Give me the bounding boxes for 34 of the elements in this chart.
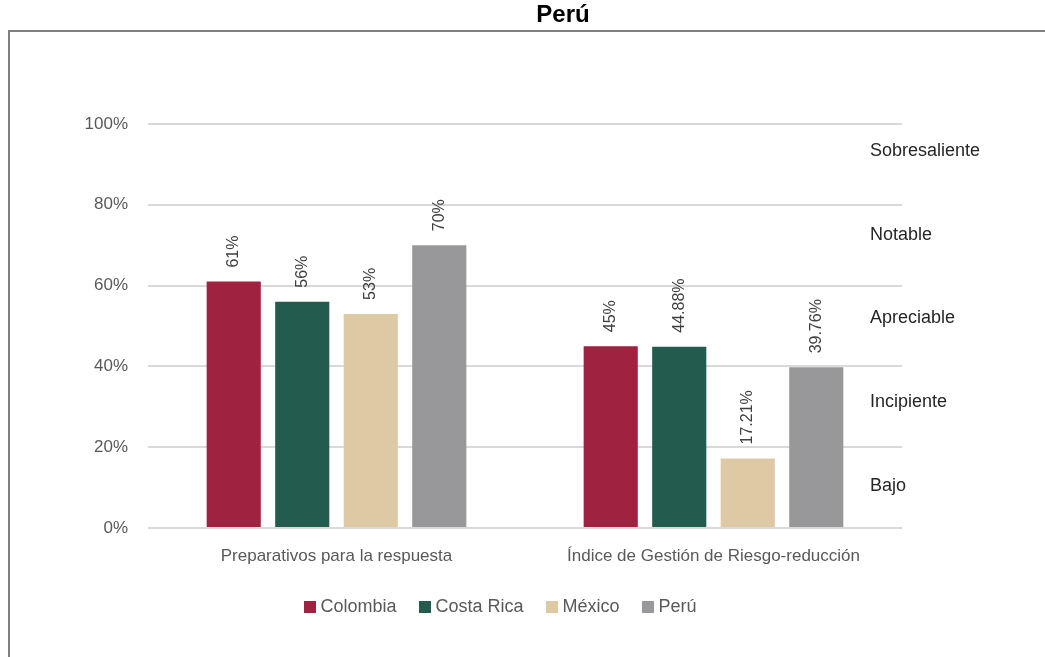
bar <box>720 458 775 527</box>
annotation: Notable <box>870 223 933 244</box>
bar <box>206 281 261 527</box>
bar <box>583 346 638 527</box>
legend-label: México <box>562 596 620 617</box>
annotation: Bajo <box>870 474 907 495</box>
data-label: 61% <box>224 235 242 268</box>
bar <box>652 346 707 527</box>
y-tick-label: 20% <box>93 436 128 456</box>
legend-label: Colombia <box>320 596 397 617</box>
legend-label: Perú <box>658 596 697 617</box>
data-label: 70% <box>429 199 447 232</box>
bar <box>275 301 330 527</box>
data-label: 56% <box>292 255 310 288</box>
y-tick-label: 100% <box>84 113 128 133</box>
bar <box>343 313 398 527</box>
data-label: 53% <box>361 267 379 300</box>
data-label: 44.88% <box>669 278 687 333</box>
bar <box>412 245 467 527</box>
data-label: 39.76% <box>806 299 824 354</box>
bar <box>789 367 844 527</box>
annotation: Apreciable <box>870 307 956 328</box>
x-tick-label: Preparativos para la respuesta <box>220 545 453 565</box>
chart-title: Perú <box>535 0 591 28</box>
legend-label: Costa Rica <box>435 596 524 617</box>
x-tick-label: Índice de Gestión de Riesgo-reducción <box>567 545 860 565</box>
annotation: Sobresaliente <box>870 140 981 161</box>
annotation: Incipiente <box>870 390 948 411</box>
y-tick-label: 60% <box>93 275 128 295</box>
y-tick-label: 40% <box>93 356 128 376</box>
data-label: 45% <box>601 300 619 333</box>
y-tick-label: 0% <box>103 517 128 537</box>
y-tick-label: 80% <box>93 194 128 214</box>
data-label: 17.21% <box>738 390 756 445</box>
